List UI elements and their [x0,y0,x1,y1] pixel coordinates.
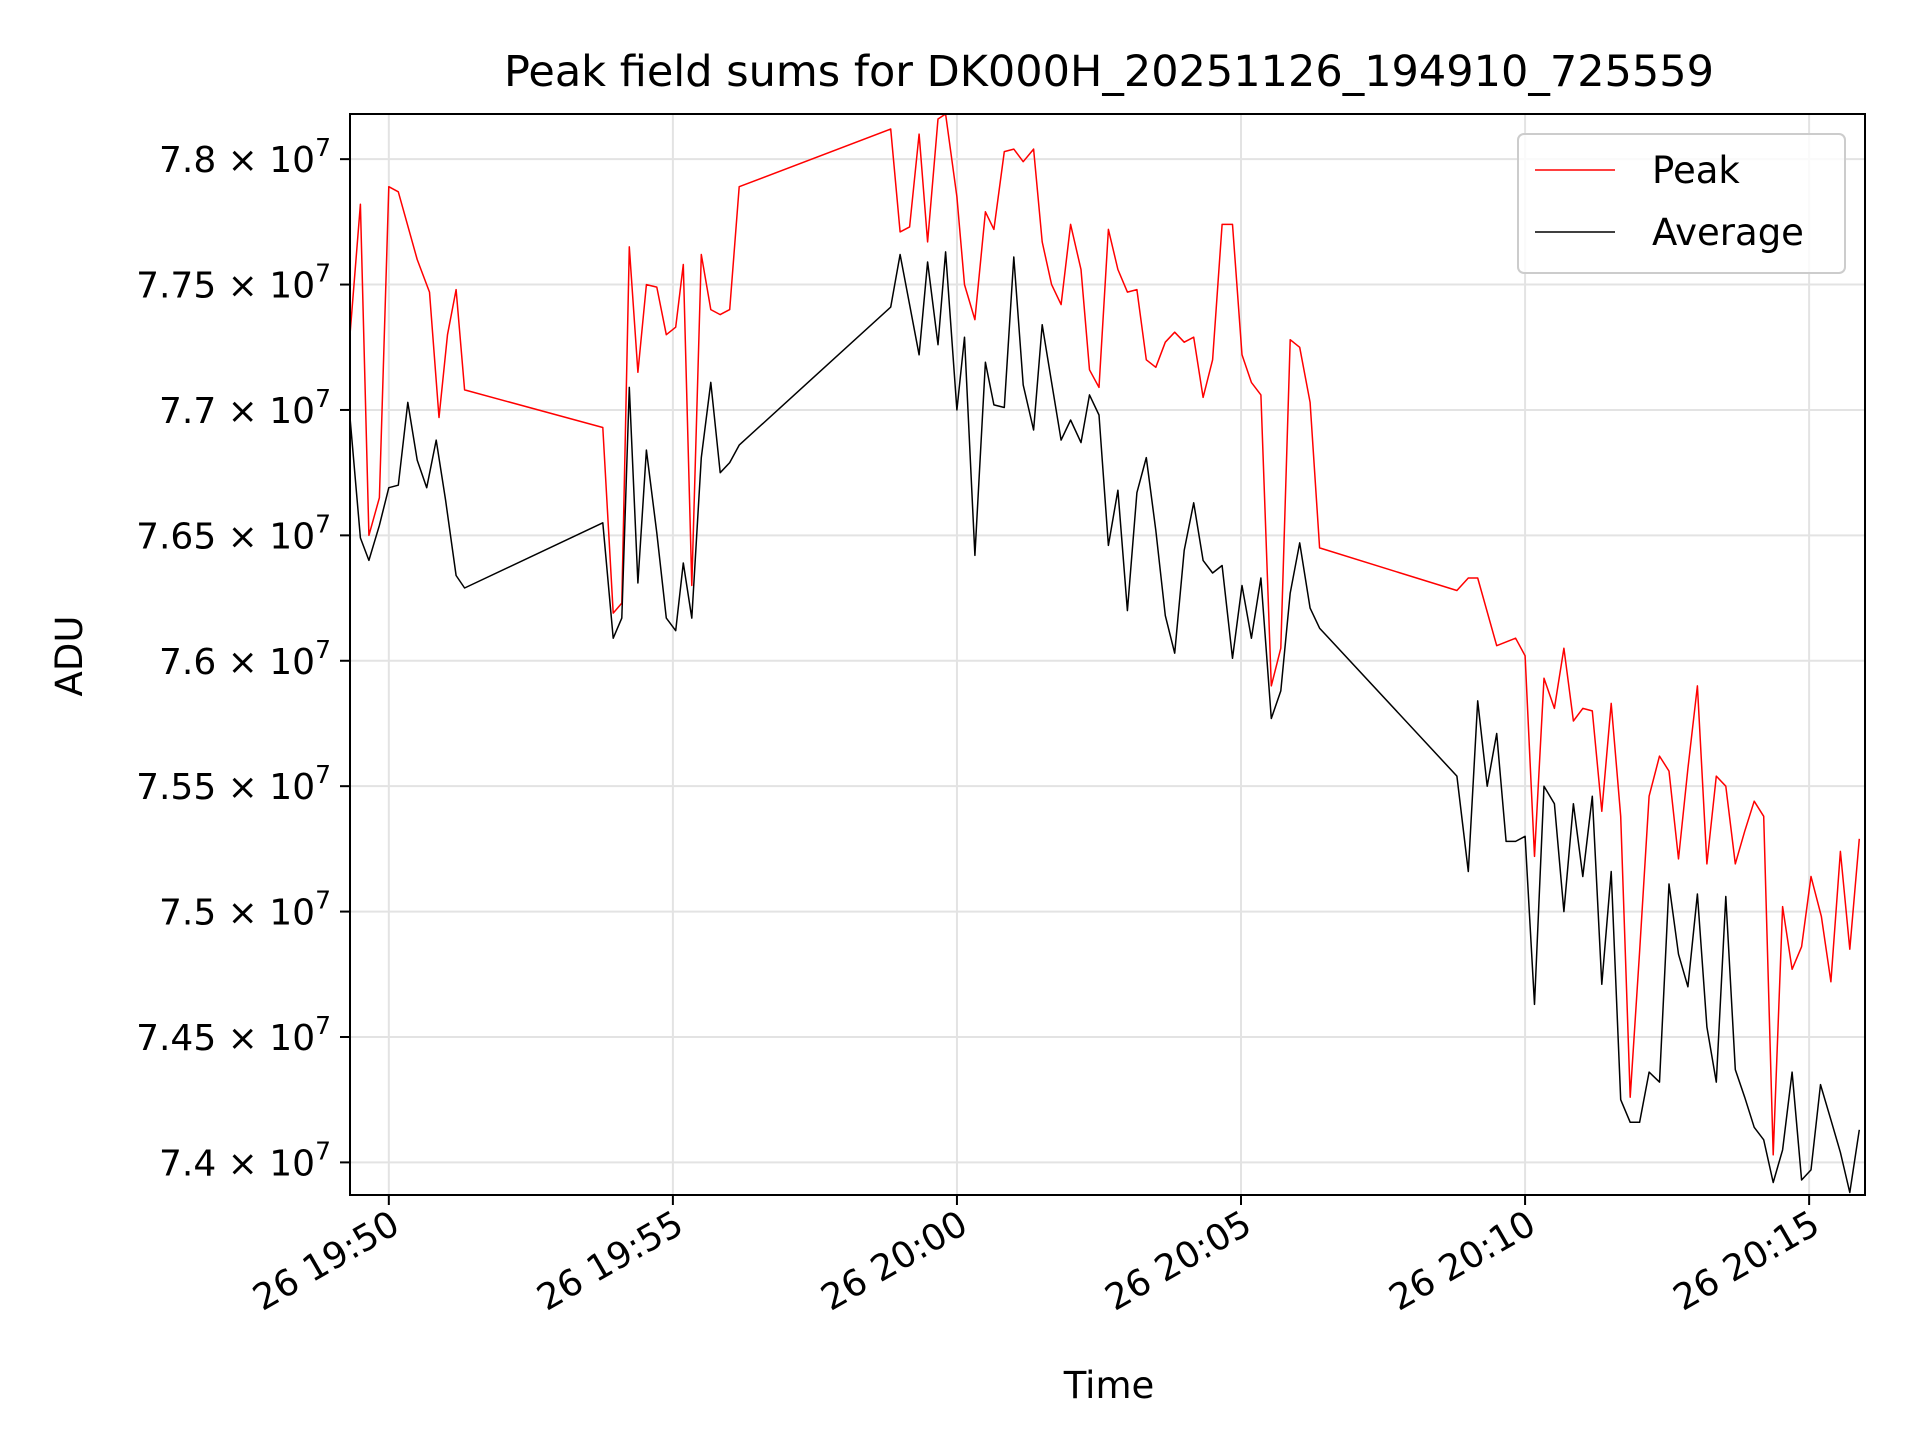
y-tick-label: 7.65 × 107 [136,509,331,557]
y-axis-label: ADU [48,616,91,697]
y-axis: 7.4 × 107 7.45 × 107 7.5 × 107 7.55 × 107 7.… [136,133,350,1184]
y-tick-label: 7.7 × 107 [159,384,331,432]
chart-title: Peak field sums for DK000H_20251126_1949… [504,47,1714,97]
plot-frame [349,113,1866,1196]
legend: Peak Average [1517,133,1846,274]
series-layer [350,114,1861,1194]
y-tick-label: 7.8 × 107 [159,133,331,181]
x-axis-label: Time [1063,1364,1155,1407]
legend-entry-label: Peak [1652,149,1740,192]
grid [350,114,1865,1195]
y-tick-label: 7.5 × 107 [159,886,331,934]
legend-box [1517,133,1846,274]
series-line-average [350,251,1861,1194]
legend-entry-label: Average [1652,211,1804,254]
y-tick-label: 7.75 × 107 [136,259,331,307]
y-tick-label: 7.55 × 107 [136,760,331,808]
y-tick-label: 7.45 × 107 [136,1011,331,1059]
y-tick-label: 7.4 × 107 [159,1136,331,1184]
series-line-peak [350,114,1861,1156]
y-tick-label: 7.6 × 107 [159,635,331,683]
